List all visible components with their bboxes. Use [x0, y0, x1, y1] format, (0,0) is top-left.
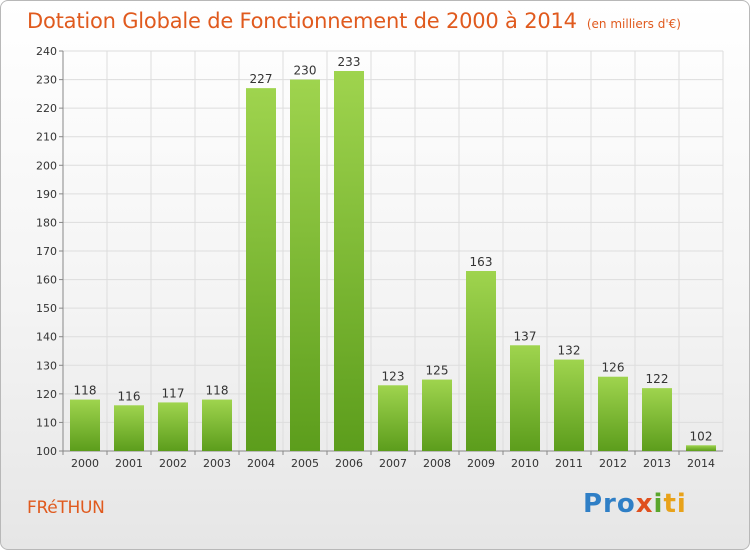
- bar-value-label: 126: [602, 361, 625, 375]
- bar-value-label: 118: [206, 384, 229, 398]
- x-tick-label: 2002: [159, 457, 187, 470]
- x-tick-label: 2014: [687, 457, 715, 470]
- labels: 100 110 120 130 140 150 160 170 180 190 200 210 220 2…: [36, 45, 715, 470]
- x-tick-label: 2008: [423, 457, 451, 470]
- x-tick-label: 2003: [203, 457, 231, 470]
- bar-2005: [290, 79, 320, 452]
- bar-value-label: 102: [690, 429, 713, 443]
- bar-2006: [334, 71, 364, 451]
- x-tick-label: 2000: [71, 457, 99, 470]
- x-tick-label: 2005: [291, 457, 319, 470]
- bar-value-label: 137: [514, 329, 537, 343]
- commune-name: FRéTHUN: [27, 498, 105, 518]
- logo-part-2: x: [635, 489, 654, 519]
- bars: [70, 71, 716, 452]
- y-tick-label: 210: [36, 131, 57, 144]
- bar-2004: [246, 88, 276, 452]
- x-tick-label: 2007: [379, 457, 407, 470]
- bar-2009: [466, 271, 496, 451]
- bar-2011: [554, 359, 584, 451]
- y-tick-label: 240: [36, 45, 57, 58]
- y-tick-label: 100: [36, 445, 57, 458]
- bar-2002: [158, 402, 188, 451]
- y-tick-label: 160: [36, 274, 57, 287]
- bar-value-label: 163: [470, 255, 493, 269]
- x-tick-label: 2011: [555, 457, 583, 470]
- bar-2014: [686, 445, 716, 451]
- y-tick-label: 190: [36, 188, 57, 201]
- logo-part-1: Pro: [583, 489, 636, 519]
- bar-value-label: 117: [162, 386, 185, 400]
- proxiti-logo: Proxiti: [583, 489, 687, 519]
- bar-value-label: 116: [118, 389, 141, 403]
- bar-2001: [114, 405, 144, 451]
- x-tick-label: 2012: [599, 457, 627, 470]
- bar-2003: [202, 399, 232, 451]
- x-tick-label: 2010: [511, 457, 539, 470]
- x-tick-label: 2009: [467, 457, 495, 470]
- bar-2010: [510, 345, 540, 451]
- bar-2008: [422, 379, 452, 451]
- chart-subtitle: (en milliers d'€): [586, 17, 681, 31]
- y-tick-label: 180: [36, 216, 57, 229]
- logo-part-4: ti: [663, 489, 687, 519]
- logo-part-3: i: [653, 489, 664, 519]
- bar-value-label: 122: [646, 372, 669, 386]
- bar-2007: [378, 385, 408, 451]
- y-tick-label: 130: [36, 359, 57, 372]
- bar-2013: [642, 388, 672, 451]
- x-tick-label: 2006: [335, 457, 363, 470]
- bar-value-label: 125: [426, 364, 449, 378]
- y-tick-label: 110: [36, 416, 57, 429]
- y-tick-label: 120: [36, 388, 57, 401]
- bar-value-label: 233: [338, 55, 361, 69]
- x-tick-label: 2013: [643, 457, 671, 470]
- bar-2012: [598, 376, 628, 451]
- chart-title: Dotation Globale de Fonctionnement de 20…: [27, 9, 681, 33]
- bar-2000: [70, 399, 100, 451]
- y-tick-label: 170: [36, 245, 57, 258]
- x-tick-label: 2004: [247, 457, 275, 470]
- bar-value-label: 123: [382, 369, 405, 383]
- bar-value-label: 132: [558, 344, 581, 358]
- bar-value-label: 118: [74, 384, 97, 398]
- chart-title-text: Dotation Globale de Fonctionnement de 20…: [27, 9, 577, 33]
- y-tick-label: 150: [36, 302, 57, 315]
- y-tick-label: 200: [36, 159, 57, 172]
- bar-value-label: 227: [250, 72, 273, 86]
- bar-value-label: 230: [294, 64, 317, 78]
- y-tick-label: 140: [36, 331, 57, 344]
- y-tick-label: 220: [36, 102, 57, 115]
- x-tick-label: 2001: [115, 457, 143, 470]
- y-tick-label: 230: [36, 74, 57, 87]
